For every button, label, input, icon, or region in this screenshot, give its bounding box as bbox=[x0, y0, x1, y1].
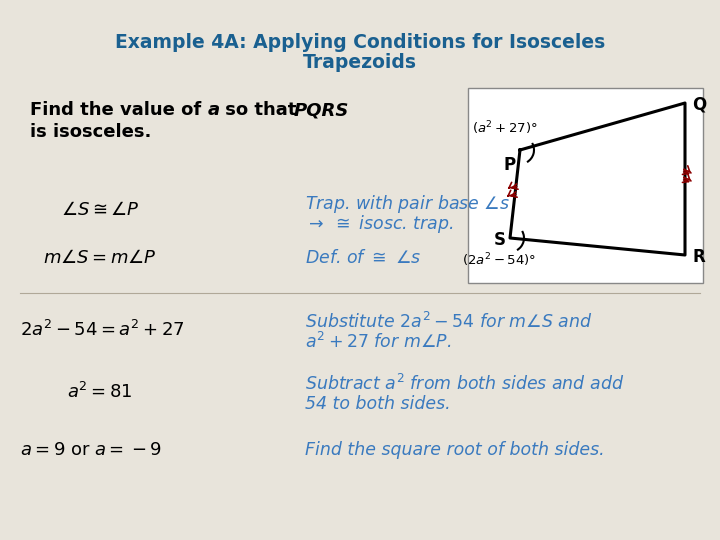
FancyBboxPatch shape bbox=[468, 88, 703, 283]
Text: PQRS: PQRS bbox=[294, 101, 349, 119]
Text: $m\angle S = m\angle P$: $m\angle S = m\angle P$ bbox=[43, 249, 157, 267]
Text: so that: so that bbox=[219, 101, 302, 119]
Text: $\angle S \cong \angle P$: $\angle S \cong \angle P$ bbox=[60, 201, 139, 219]
Text: $\rightarrow$ $\cong$ isosc. trap.: $\rightarrow$ $\cong$ isosc. trap. bbox=[305, 213, 454, 235]
Text: $2a^2 - 54 = a^2 + 27$: $2a^2 - 54 = a^2 + 27$ bbox=[20, 320, 185, 340]
Text: is isosceles.: is isosceles. bbox=[30, 123, 151, 141]
Text: Subtract $a^2$ from both sides and add: Subtract $a^2$ from both sides and add bbox=[305, 374, 624, 394]
Text: $(a^2 + 27)°$: $(a^2 + 27)°$ bbox=[472, 119, 538, 137]
Text: $a = 9$ or $a = -9$: $a = 9$ or $a = -9$ bbox=[20, 441, 162, 459]
Text: $a^2 + 27$ for $m\angle P$.: $a^2 + 27$ for $m\angle P$. bbox=[305, 332, 451, 352]
Text: $a^2 = 81$: $a^2 = 81$ bbox=[67, 382, 132, 402]
Text: P: P bbox=[504, 156, 516, 174]
Text: Def. of $\cong$ $\angle s$: Def. of $\cong$ $\angle s$ bbox=[305, 249, 422, 267]
Text: a: a bbox=[208, 101, 220, 119]
Text: Example 4A: Applying Conditions for Isosceles: Example 4A: Applying Conditions for Isos… bbox=[115, 32, 605, 51]
Text: Find the value of: Find the value of bbox=[30, 101, 207, 119]
Text: 54 to both sides.: 54 to both sides. bbox=[305, 395, 451, 413]
Text: Q: Q bbox=[692, 96, 706, 114]
Text: S: S bbox=[494, 231, 506, 249]
Text: R: R bbox=[692, 248, 705, 266]
Text: Find the square root of both sides.: Find the square root of both sides. bbox=[305, 441, 605, 459]
Text: $(2a^2 - 54)°$: $(2a^2 - 54)°$ bbox=[462, 251, 536, 269]
Text: Substitute $2a^2 - 54$ for $m\angle S$ and: Substitute $2a^2 - 54$ for $m\angle S$ a… bbox=[305, 312, 593, 332]
Text: Trap. with pair base $\angle s$: Trap. with pair base $\angle s$ bbox=[305, 193, 510, 215]
Text: Trapezoids: Trapezoids bbox=[303, 52, 417, 71]
